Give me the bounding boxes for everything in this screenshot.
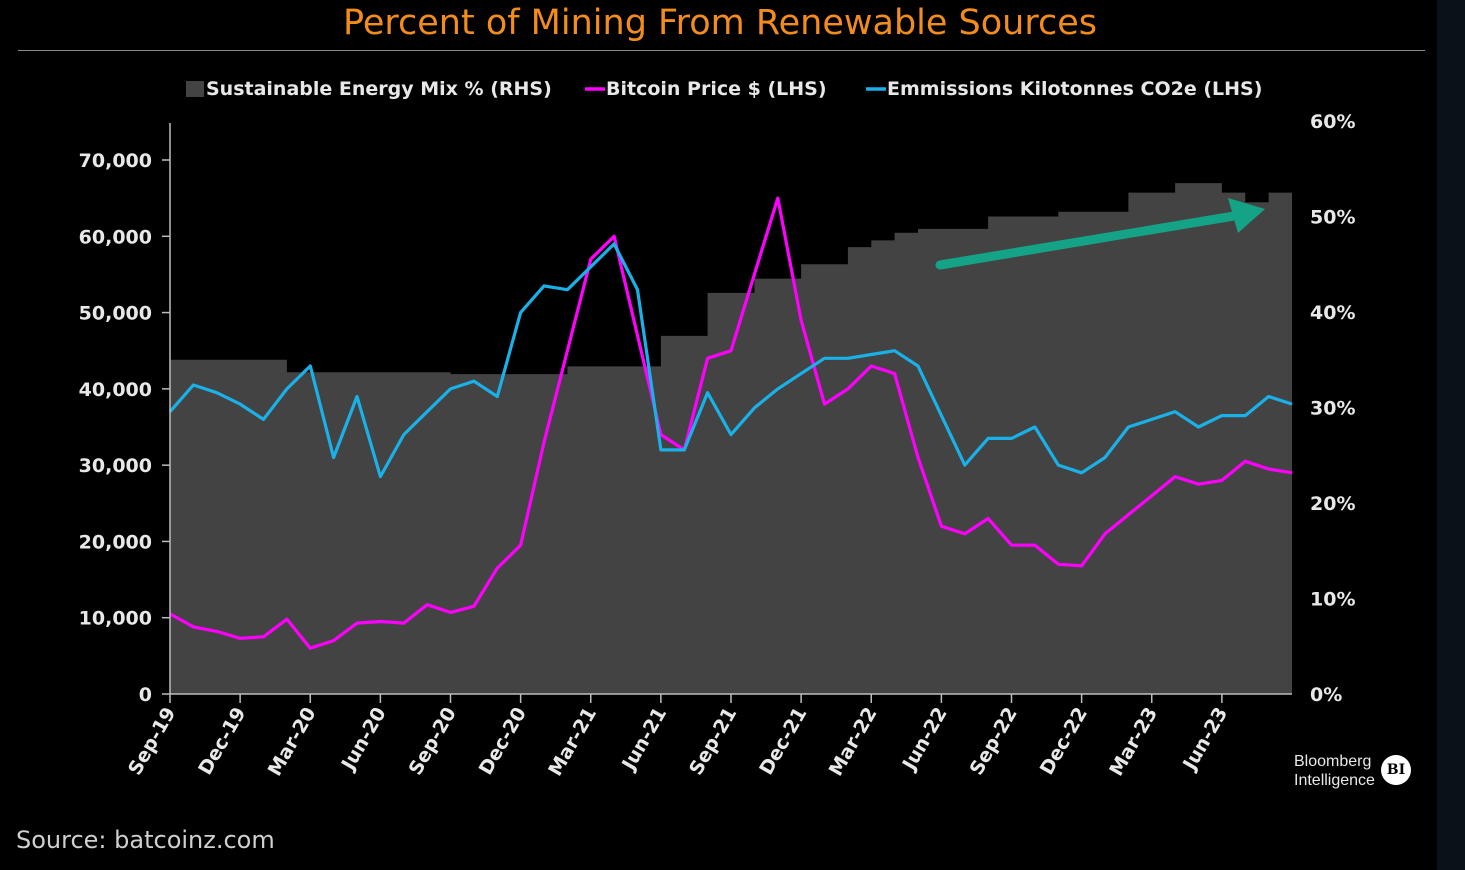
x-tick-label: Jun-20 <box>336 704 390 776</box>
plot-area <box>168 183 1293 694</box>
series-area-sustainable-energy <box>170 183 1292 694</box>
x-tick-label: Mar-20 <box>264 704 321 780</box>
left-tick-label: 60,000 <box>79 226 152 248</box>
series-line-bitcoin-price <box>169 196 1293 650</box>
x-tick-label: Jun-23 <box>1178 704 1232 776</box>
x-tick-label: Jun-21 <box>617 704 671 776</box>
right-tick-label: 0% <box>1310 684 1342 706</box>
x-tick-label: Mar-23 <box>1105 704 1162 780</box>
brand-wordmark: Bloomberg Intelligence <box>1294 752 1375 790</box>
background-panel-edge <box>1437 0 1465 870</box>
x-tick-label: Sep-20 <box>405 704 461 780</box>
right-tick-label: 60% <box>1310 111 1355 133</box>
x-tick-label: Dec-22 <box>1036 704 1092 779</box>
brand-line-2: Intelligence <box>1294 772 1375 789</box>
left-tick-label: 20,000 <box>79 531 152 553</box>
legend-label: Bitcoin Price $ (LHS) <box>606 78 827 100</box>
source-note: Source: batcoinz.com <box>16 826 275 854</box>
left-tick-label: 40,000 <box>79 379 152 401</box>
right-tick-label: 20% <box>1310 493 1355 515</box>
x-tick-label: Mar-22 <box>825 704 882 780</box>
right-tick-label: 10% <box>1310 589 1355 611</box>
trend-arrow-head-icon <box>1228 198 1265 233</box>
left-tick-label: 70,000 <box>79 150 152 172</box>
legend-label: Emmissions Kilotonnes CO2e (LHS) <box>887 78 1262 100</box>
x-tick-label: Sep-22 <box>966 704 1022 780</box>
legend-swatch-sustainable-energy <box>186 81 204 97</box>
x-tick-label: Sep-19 <box>124 704 180 780</box>
x-tick-label: Dec-21 <box>755 704 811 779</box>
left-tick-label: 50,000 <box>79 303 152 325</box>
chart-title: Percent of Mining From Renewable Sources <box>343 3 1097 43</box>
x-tick-label: Dec-20 <box>475 704 531 779</box>
title-divider <box>18 50 1425 51</box>
series-line-emissions <box>168 242 1293 479</box>
brand-badge-icon: BI <box>1381 755 1411 785</box>
chart-annotations <box>935 198 1265 270</box>
left-tick-label: 30,000 <box>79 455 152 477</box>
x-tick-label: Jun-22 <box>897 704 951 776</box>
trend-arrow-shaft <box>935 211 1239 270</box>
x-tick-label: Dec-19 <box>194 704 250 779</box>
right-tick-label: 50% <box>1310 207 1355 229</box>
left-tick-label: 0 <box>139 684 152 706</box>
x-tick-label: Sep-21 <box>685 704 741 780</box>
left-tick-label: 10,000 <box>79 608 152 630</box>
legend-label: Sustainable Energy Mix % (RHS) <box>206 78 552 100</box>
brand-line-1: Bloomberg <box>1294 753 1372 770</box>
x-tick-label: Mar-21 <box>544 704 601 780</box>
right-tick-label: 30% <box>1310 398 1355 420</box>
right-tick-label: 40% <box>1310 302 1355 324</box>
chart-legend: Sustainable Energy Mix % (RHS) Bitcoin Pr… <box>186 78 1262 100</box>
